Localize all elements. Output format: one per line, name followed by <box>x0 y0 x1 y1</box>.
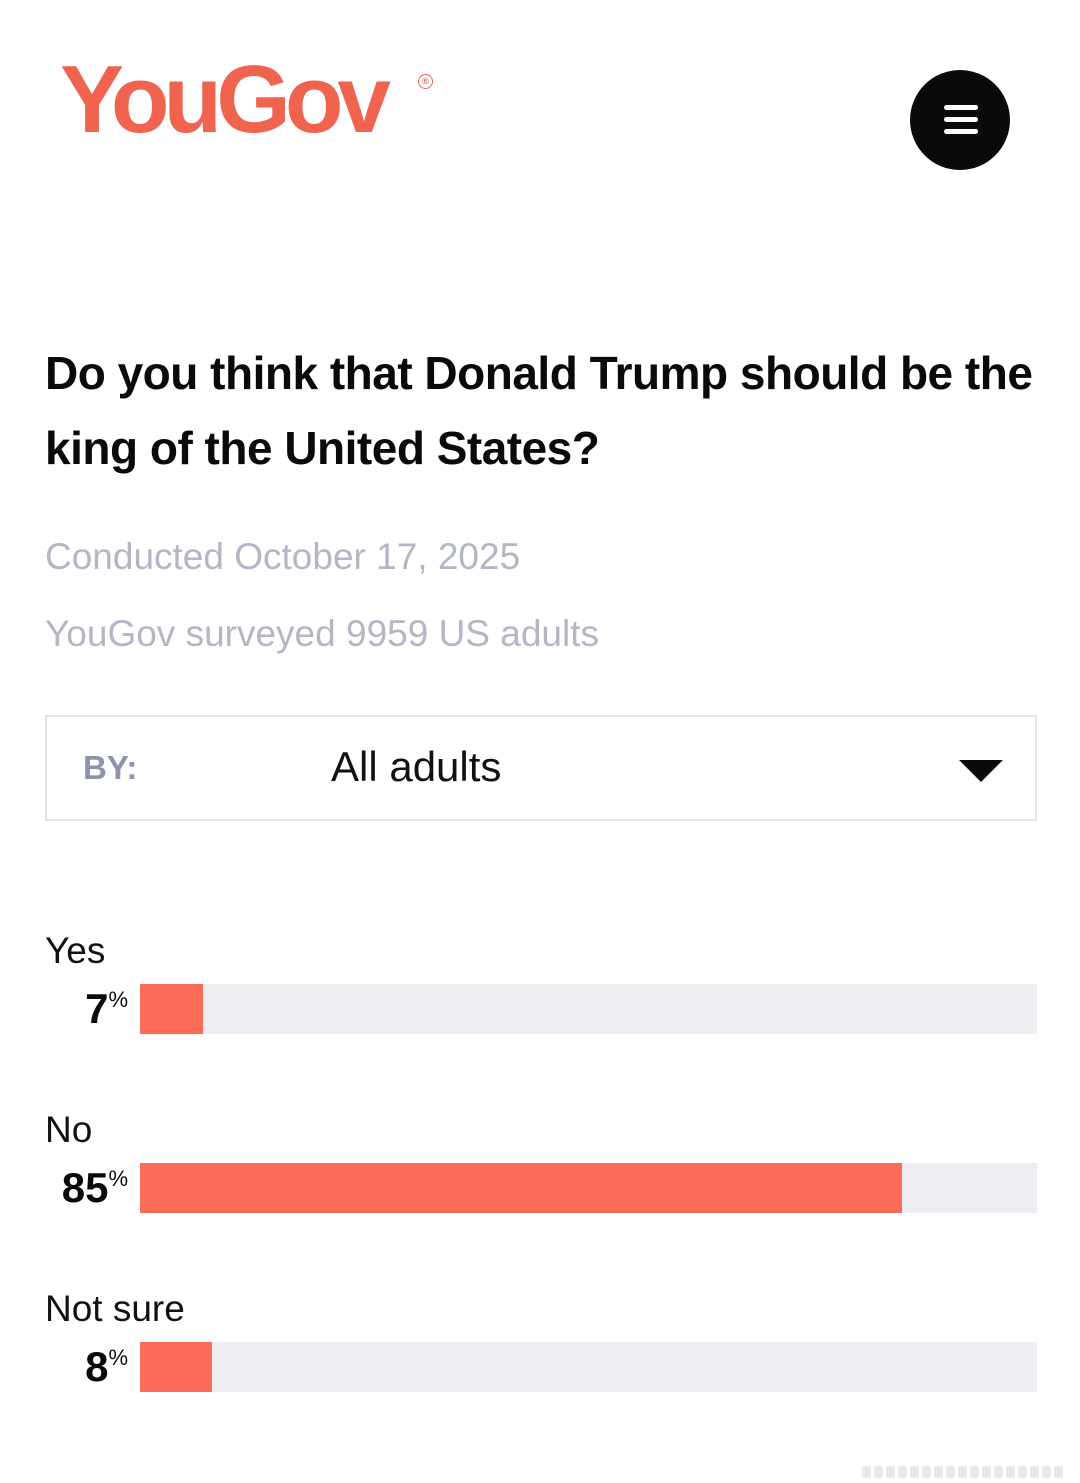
bar-fill <box>140 1163 903 1213</box>
answer-label: Yes <box>45 930 106 971</box>
result-row-yes: Yes 7% <box>0 930 1080 1060</box>
result-row-no: No 85% <box>0 1109 1080 1239</box>
survey-sample-size: YouGov surveyed 9959 US adults <box>45 613 599 654</box>
registered-mark-icon: ® <box>418 74 433 89</box>
percent-sign: % <box>108 1345 128 1370</box>
percent-value: 85 <box>61 1164 109 1211</box>
hamburger-menu-icon <box>944 117 978 122</box>
result-row-not-sure: Not sure 8% <box>0 1288 1080 1418</box>
bar-track <box>140 1163 1037 1213</box>
percent-value: 7 <box>85 985 109 1032</box>
filter-selected-value: All adults <box>331 743 502 790</box>
watermark-strip <box>862 1466 1063 1478</box>
survey-question: Do you think that Donald Trump should be… <box>45 347 1033 474</box>
bar-track <box>140 1342 1037 1392</box>
menu-button[interactable] <box>910 70 1010 170</box>
percent-sign: % <box>108 1166 128 1191</box>
bar-fill <box>140 1342 212 1392</box>
percent-sign: % <box>108 987 128 1012</box>
filter-label: BY: <box>83 749 138 786</box>
group-filter-dropdown[interactable]: BY: All adults <box>45 715 1037 821</box>
bar-fill <box>140 984 203 1034</box>
caret-down-icon <box>959 760 1003 782</box>
answer-percent: 8% <box>85 1346 128 1388</box>
answer-label: No <box>45 1109 93 1150</box>
yougov-logo[interactable]: YouGov <box>60 46 391 153</box>
hamburger-menu-icon <box>944 105 978 110</box>
answer-percent: 7% <box>85 988 128 1030</box>
percent-value: 8 <box>85 1343 109 1390</box>
hamburger-menu-icon <box>944 129 978 134</box>
answer-label: Not sure <box>45 1288 185 1329</box>
site-header: YouGov ® <box>0 0 1080 230</box>
survey-date: Conducted October 17, 2025 <box>45 536 521 577</box>
answer-percent: 85% <box>62 1167 128 1209</box>
bar-track <box>140 984 1037 1034</box>
